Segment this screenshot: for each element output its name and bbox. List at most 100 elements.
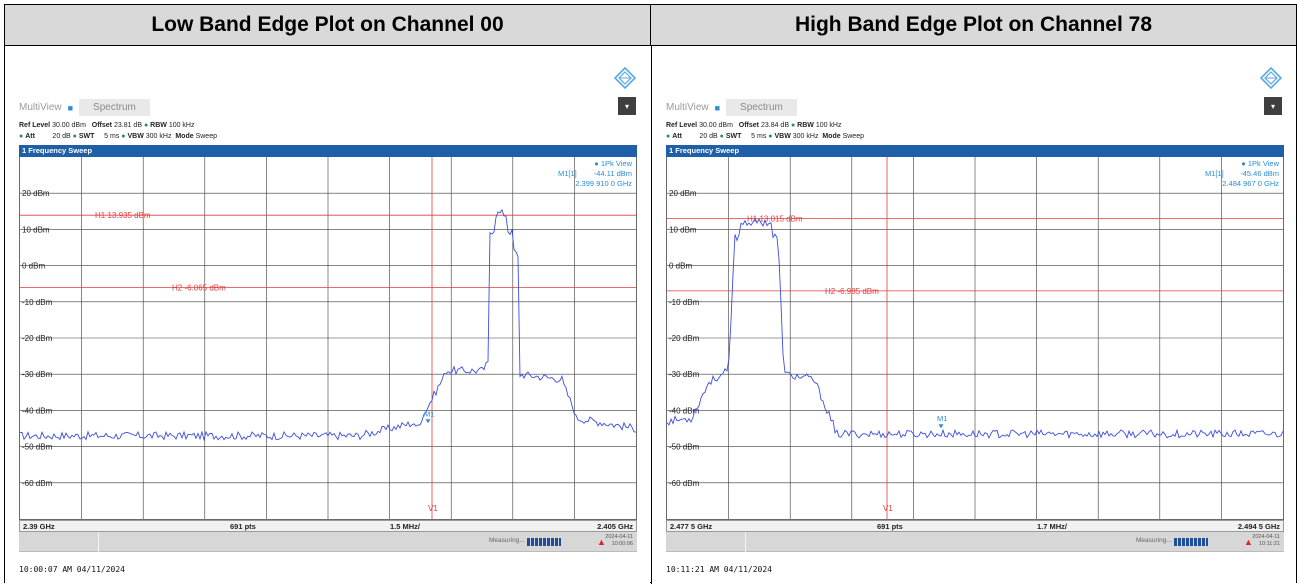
measuring-status: Measuring... — [489, 537, 525, 544]
m1-marker-label: M1 — [424, 409, 434, 418]
ref-level-label: Ref Level — [666, 122, 698, 129]
view-label: ● 1Pk View — [594, 159, 632, 168]
status-date: 2024-04-11 — [1252, 534, 1280, 540]
m1-marker-label: M1 — [937, 414, 947, 423]
view-label: ● 1Pk View — [1241, 159, 1279, 168]
status-time: 10:00:06 — [611, 541, 633, 547]
multiview-dot-icon: ■ — [714, 102, 721, 113]
y-tick-label: -40 dBm — [22, 406, 53, 415]
y-tick-label: -40 dBm — [669, 406, 700, 415]
mode-value: Sweep — [195, 133, 217, 140]
y-tick-label: -20 dBm — [669, 334, 700, 343]
h1-label: H1 13.015 dBm — [747, 215, 803, 224]
ref-level-label: Ref Level — [19, 122, 51, 129]
y-tick-label: 0 dBm — [669, 262, 692, 271]
y-tick-label: -10 dBm — [669, 298, 700, 307]
marker-name: M1[1] — [1205, 169, 1224, 178]
y-tick-label: -50 dBm — [669, 443, 700, 452]
start-freq: 2.39 GHz — [23, 522, 55, 531]
mode-label: Mode — [822, 133, 841, 140]
rs-logo-icon — [614, 67, 636, 89]
y-tick-label: -10 dBm — [22, 298, 53, 307]
status-bar: Measuring... ▲ 2024-04-11 10:11:21 — [666, 532, 1284, 552]
v1-label: V1 — [428, 504, 438, 513]
points-count: 691 pts — [230, 522, 256, 531]
spectrum-graph[interactable]: 20 dBm 10 dBm 0 dBm -10 dBm -20 dBm -30 dBm -4… — [667, 157, 1283, 519]
points-count: 691 pts — [877, 522, 903, 531]
marker-level: -44.11 dBm — [594, 169, 632, 178]
status-datetime: 2024-04-11 10:00:06 — [605, 534, 633, 548]
spectrum-trace — [20, 208, 636, 442]
att-label: Att — [25, 133, 35, 140]
y-tick-label: -30 dBm — [22, 370, 53, 379]
h2-label: H2 -6.065 dBm — [172, 284, 226, 293]
spectrum-tab[interactable]: Spectrum — [726, 99, 797, 116]
rbw-label: RBW — [150, 122, 167, 129]
ref-level-value: 30.00 dBm — [699, 122, 733, 129]
marker-name: M1[1] — [558, 169, 577, 178]
frequency-sweep-title: 1 Frequency Sweep — [19, 145, 637, 157]
vbw-label: VBW — [774, 133, 791, 140]
spectrum-plot[interactable]: 20 dBm 10 dBm 0 dBm -10 dBm -20 dBm -30 dBm -4… — [666, 157, 1284, 520]
att-value: 20 dB — [699, 133, 718, 140]
y-tick-label: -30 dBm — [669, 370, 700, 379]
progress-bar — [527, 538, 561, 546]
y-tick-label: -20 dBm — [22, 334, 53, 343]
status-time: 10:11:21 — [1258, 541, 1280, 547]
spectrum-graph[interactable]: 20 dBm 10 dBm 0 dBm -10 dBm -20 dBm -30 dBm -4… — [20, 157, 636, 519]
multiview-dot-icon: ■ — [67, 102, 74, 113]
marker-frequency: 2.484 967 0 GHz — [1222, 179, 1279, 188]
right-header: High Band Edge Plot on Channel 78 — [651, 5, 1296, 46]
rs-logo-icon — [1260, 67, 1282, 89]
att-value: 20 dB — [52, 133, 71, 140]
vbw-label: VBW — [127, 133, 144, 140]
swt-value: 5 ms — [104, 133, 120, 140]
marker-frequency: 2.399 910 0 GHz — [575, 179, 632, 188]
high-band-panel: MultiView ■ Spectrum ▾ Ref Level 30.00 d… — [652, 47, 1296, 584]
status-bar: Measuring... ▲ 2024-04-11 10:00:06 — [19, 532, 637, 552]
offset-label: Offset — [738, 122, 760, 129]
ref-level-value: 30.00 dBm — [52, 122, 86, 129]
offset-label: Offset — [91, 122, 113, 129]
measuring-status: Measuring... — [1136, 537, 1172, 544]
swt-label: SWT — [78, 133, 95, 140]
swt-label: SWT — [725, 133, 742, 140]
m1-marker-icon[interactable] — [425, 419, 431, 424]
start-freq: 2.477 5 GHz — [670, 522, 713, 531]
spectrum-plot[interactable]: 20 dBm 10 dBm 0 dBm -10 dBm -20 dBm -30 dBm -4… — [19, 157, 637, 520]
warning-icon: ▲ — [1244, 537, 1253, 547]
swt-value: 5 ms — [751, 133, 767, 140]
multiview-label[interactable]: MultiView — [19, 102, 62, 113]
rbw-label: RBW — [797, 122, 814, 129]
att-label: Att — [672, 133, 682, 140]
settings-params: Ref Level 30.00 dBm Offset 23.84 dB ● RB… — [666, 122, 864, 140]
column-divider — [651, 46, 652, 584]
rbw-value: 100 kHz — [168, 122, 195, 129]
status-datetime: 2024-04-11 10:11:21 — [1252, 534, 1280, 548]
span-per-div: 1.5 MHz/ — [390, 522, 421, 531]
y-tick-label: 10 dBm — [669, 225, 697, 234]
menu-dropdown-button[interactable]: ▾ — [1264, 97, 1282, 115]
settings-params: Ref Level 30.00 dBm Offset 23.81 dB ● RB… — [19, 122, 217, 140]
vbw-value: 300 kHz — [145, 133, 172, 140]
frequency-sweep-title: 1 Frequency Sweep — [666, 145, 1284, 157]
warning-icon: ▲ — [597, 537, 606, 547]
y-tick-label: 20 dBm — [669, 189, 697, 198]
y-tick-label: 10 dBm — [22, 225, 50, 234]
y-tick-label: 20 dBm — [22, 189, 50, 198]
marker-level: -45.46 dBm — [1240, 169, 1279, 178]
m1-marker-icon[interactable] — [938, 424, 944, 429]
sweep-footer: 2.477 5 GHz 691 pts 1.7 MHz/ 2.494 5 GHz — [666, 520, 1284, 532]
capture-timestamp: 10:00:07 AM 04/11/2024 — [19, 565, 125, 574]
multiview-bar: MultiView ■ Spectrum — [666, 99, 797, 116]
y-tick-label: -60 dBm — [22, 479, 53, 488]
multiview-label[interactable]: MultiView — [666, 102, 709, 113]
menu-dropdown-button[interactable]: ▾ — [618, 97, 636, 115]
y-tick-label: -60 dBm — [669, 479, 700, 488]
mode-value: Sweep — [842, 133, 864, 140]
report-table: Low Band Edge Plot on Channel 00 High Ba… — [4, 4, 1297, 584]
multiview-bar: MultiView ■ Spectrum — [19, 99, 150, 116]
h2-label: H2 -6.985 dBm — [825, 287, 879, 296]
spectrum-tab[interactable]: Spectrum — [79, 99, 150, 116]
vbw-value: 300 kHz — [792, 133, 819, 140]
